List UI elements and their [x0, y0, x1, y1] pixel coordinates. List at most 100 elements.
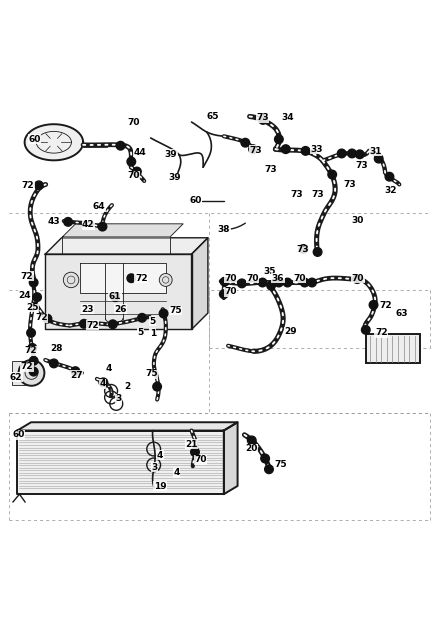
- Text: 75: 75: [145, 369, 158, 378]
- Text: 72: 72: [21, 362, 33, 371]
- Circle shape: [43, 314, 52, 323]
- Text: 70: 70: [246, 274, 258, 283]
- Text: 72: 72: [35, 314, 48, 322]
- Circle shape: [283, 278, 291, 287]
- Circle shape: [258, 115, 267, 124]
- Text: 27: 27: [70, 371, 83, 379]
- Text: 64: 64: [92, 203, 105, 211]
- Circle shape: [337, 149, 345, 158]
- Text: 21: 21: [185, 440, 198, 449]
- Text: 60: 60: [189, 196, 201, 205]
- Text: 75: 75: [169, 306, 181, 315]
- Circle shape: [29, 357, 38, 365]
- Text: 26: 26: [114, 305, 127, 314]
- Text: 73: 73: [343, 180, 355, 189]
- Text: 70: 70: [224, 288, 237, 297]
- Text: 24: 24: [19, 290, 31, 300]
- Text: 44: 44: [133, 148, 146, 157]
- Circle shape: [374, 154, 382, 163]
- Circle shape: [159, 273, 172, 287]
- Text: 4: 4: [173, 468, 179, 477]
- Polygon shape: [17, 422, 237, 431]
- Text: 20: 20: [245, 444, 258, 453]
- Circle shape: [29, 278, 38, 287]
- Circle shape: [116, 142, 124, 150]
- Circle shape: [99, 378, 107, 387]
- Circle shape: [63, 272, 79, 288]
- Circle shape: [80, 320, 88, 328]
- Circle shape: [220, 277, 229, 286]
- Circle shape: [247, 436, 255, 445]
- Text: 5: 5: [138, 329, 144, 337]
- Circle shape: [352, 275, 360, 283]
- Text: 4: 4: [156, 451, 163, 460]
- Polygon shape: [191, 238, 208, 329]
- Text: 70: 70: [194, 455, 206, 464]
- Text: 38: 38: [217, 225, 230, 234]
- Text: 72: 72: [374, 329, 387, 337]
- Circle shape: [355, 150, 363, 159]
- Circle shape: [384, 172, 393, 181]
- Text: 73: 73: [354, 161, 367, 169]
- Circle shape: [237, 279, 246, 288]
- Text: 70: 70: [127, 117, 139, 127]
- Text: 73: 73: [249, 145, 262, 154]
- Text: 39: 39: [164, 150, 177, 159]
- Text: 73: 73: [290, 190, 303, 199]
- Text: 33: 33: [310, 145, 322, 154]
- Text: 73: 73: [264, 165, 277, 174]
- Text: 3: 3: [151, 463, 157, 472]
- Polygon shape: [45, 254, 191, 329]
- Polygon shape: [223, 422, 237, 494]
- Circle shape: [28, 344, 37, 352]
- Text: 73: 73: [311, 190, 323, 199]
- Bar: [12, 361, 34, 385]
- Circle shape: [219, 290, 228, 298]
- Text: 4: 4: [99, 379, 106, 388]
- Circle shape: [132, 167, 141, 176]
- Circle shape: [274, 135, 283, 144]
- Circle shape: [71, 367, 80, 376]
- Text: 35: 35: [263, 267, 276, 277]
- Circle shape: [368, 300, 377, 309]
- Text: 65: 65: [206, 112, 219, 121]
- Text: 70: 70: [351, 274, 364, 283]
- Text: 29: 29: [283, 327, 296, 336]
- Circle shape: [258, 278, 266, 287]
- Text: 1: 1: [149, 329, 155, 338]
- Text: 28: 28: [50, 344, 63, 353]
- Circle shape: [260, 454, 269, 463]
- Text: 70: 70: [224, 274, 237, 283]
- Circle shape: [281, 145, 290, 154]
- Bar: [365, 334, 419, 364]
- Text: 70: 70: [127, 171, 139, 181]
- Circle shape: [298, 245, 307, 253]
- Circle shape: [300, 278, 308, 287]
- Text: 72: 72: [378, 301, 391, 310]
- Text: 4: 4: [105, 364, 111, 373]
- Text: 72: 72: [22, 181, 34, 190]
- Text: 32: 32: [384, 186, 396, 195]
- Circle shape: [127, 157, 135, 166]
- Circle shape: [127, 274, 135, 283]
- Text: 34: 34: [281, 113, 293, 122]
- Text: 61: 61: [109, 292, 121, 301]
- Circle shape: [327, 171, 336, 179]
- Text: 43: 43: [47, 217, 60, 226]
- Circle shape: [98, 223, 106, 231]
- Text: 36: 36: [271, 274, 284, 283]
- Circle shape: [300, 147, 309, 155]
- Text: 73: 73: [256, 113, 268, 122]
- Circle shape: [190, 448, 199, 456]
- Text: 3: 3: [115, 394, 121, 403]
- Polygon shape: [45, 238, 208, 254]
- Text: 72: 72: [86, 320, 99, 330]
- Circle shape: [152, 382, 161, 391]
- Text: 39: 39: [168, 174, 180, 182]
- Circle shape: [138, 314, 146, 322]
- Circle shape: [266, 282, 275, 290]
- Circle shape: [360, 325, 369, 334]
- Text: 30: 30: [351, 216, 364, 224]
- Circle shape: [307, 278, 315, 287]
- Text: 72: 72: [134, 274, 147, 283]
